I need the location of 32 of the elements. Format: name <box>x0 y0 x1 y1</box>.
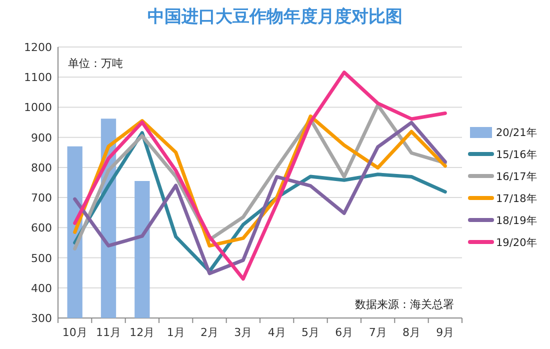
y-tick-label: 600 <box>31 222 52 235</box>
legend-label: 20/21年 <box>496 127 538 139</box>
legend-label: 15/16年 <box>496 149 538 161</box>
y-tick-label: 500 <box>31 252 52 265</box>
x-tick-label: 7月 <box>368 326 387 339</box>
x-tick-label: 10月 <box>62 326 88 339</box>
y-tick-label: 700 <box>31 192 52 205</box>
x-tick-label: 2月 <box>200 326 218 339</box>
legend-label: 16/17年 <box>496 171 538 183</box>
line-series <box>73 70 447 281</box>
x-tick-label: 5月 <box>302 326 320 339</box>
y-tick-label: 300 <box>31 312 52 325</box>
x-tick-label: 9月 <box>436 326 454 339</box>
y-tick-label: 1000 <box>24 101 52 114</box>
annotation: 数据来源：海关总署 <box>355 298 454 311</box>
x-tick-label: 12月 <box>130 326 155 339</box>
y-tick-label: 400 <box>31 282 52 295</box>
legend-label: 17/18年 <box>496 193 538 205</box>
x-tick-label: 3月 <box>234 326 252 339</box>
x-tick-label: 11月 <box>96 326 121 339</box>
x-tick-label: 4月 <box>268 326 286 339</box>
x-tick-label: 8月 <box>402 326 420 339</box>
x-tick-label: 1月 <box>166 326 185 339</box>
x-tick-label: 6月 <box>335 326 354 339</box>
legend-label: 19/20年 <box>496 237 538 249</box>
legend-label: 18/19年 <box>496 215 538 227</box>
y-tick-label: 1100 <box>24 71 52 84</box>
y-tick-label: 800 <box>31 161 52 174</box>
y-tick-label: 900 <box>31 131 52 144</box>
chart-title: 中国进口大豆作物年度月度对比图 <box>148 7 402 27</box>
annotation: 单位：万吨 <box>68 57 123 70</box>
y-tick-label: 1200 <box>24 41 52 54</box>
